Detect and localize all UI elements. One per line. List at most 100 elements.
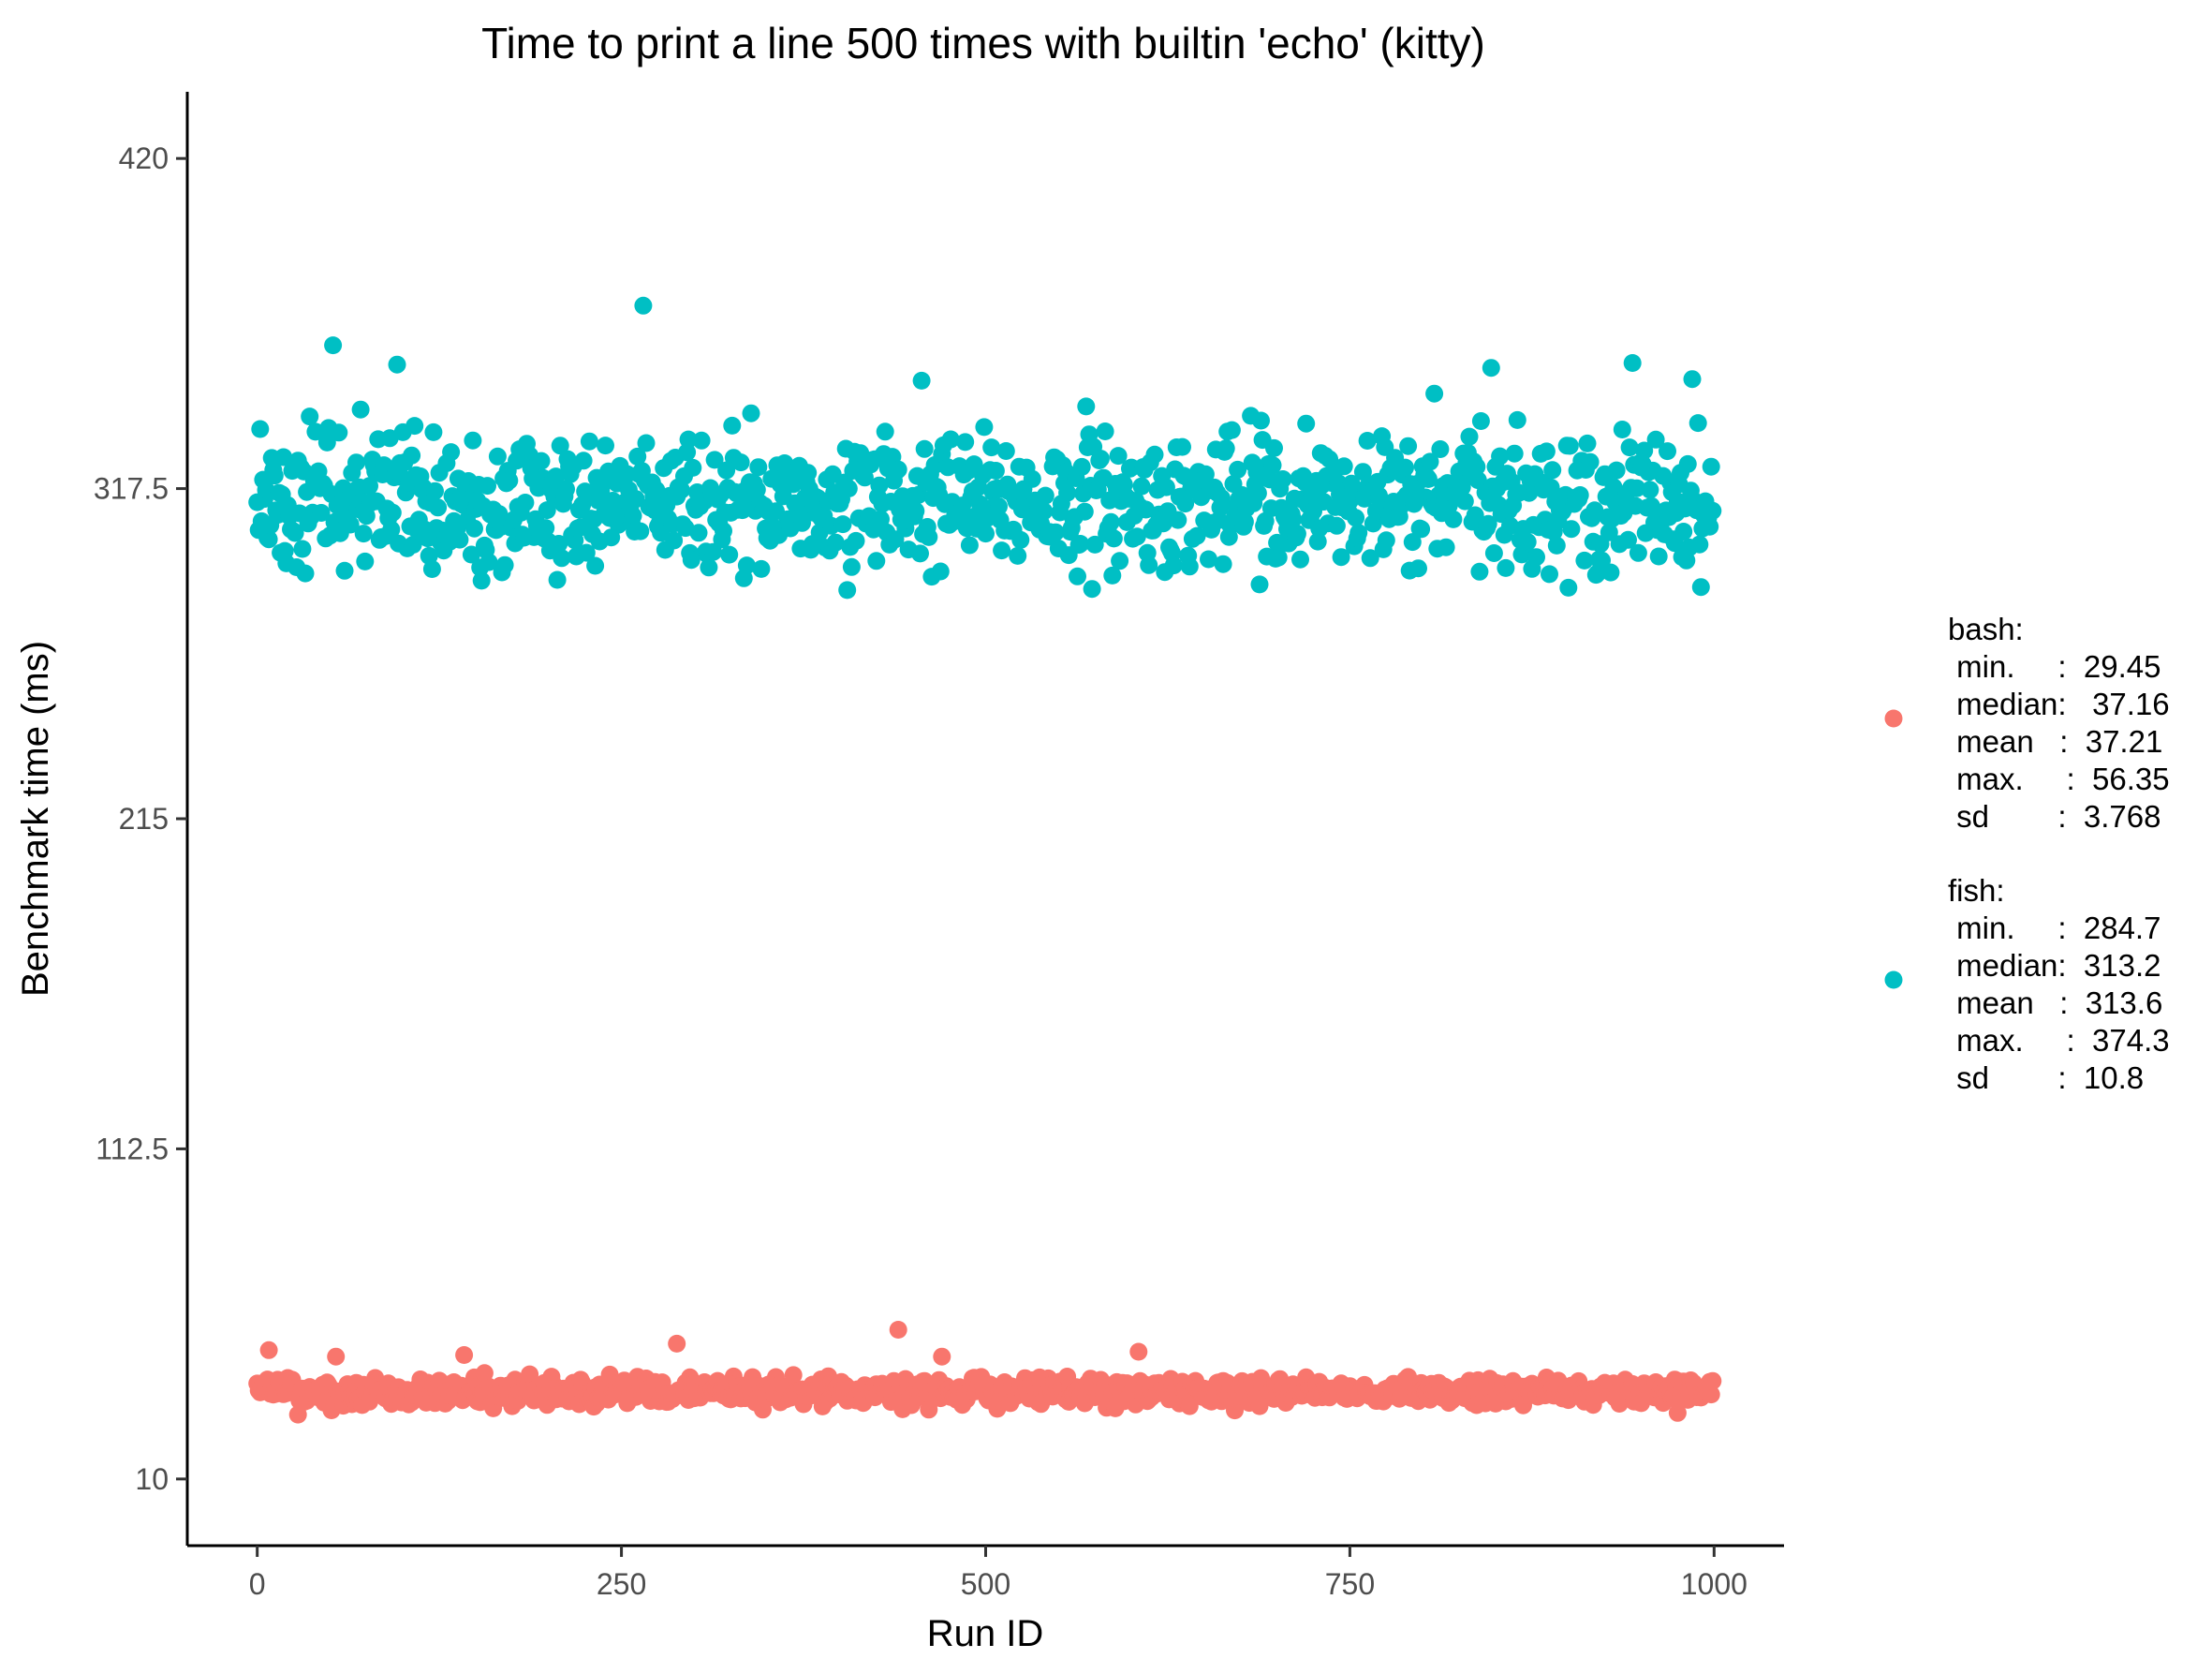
fish-point — [548, 570, 567, 589]
fish-point — [1111, 552, 1129, 570]
fish-point — [1518, 533, 1537, 551]
fish-point — [678, 443, 697, 462]
fish-point — [799, 464, 818, 482]
fish-point — [977, 525, 995, 543]
bash-point — [1180, 1397, 1199, 1415]
fish-point — [1250, 575, 1269, 594]
fish-point — [1683, 370, 1702, 389]
fish-point — [1132, 477, 1151, 496]
fish-point — [550, 535, 568, 553]
fish-point — [1248, 484, 1267, 502]
fish-point — [1361, 549, 1379, 568]
fish-point — [479, 477, 496, 496]
fish-point — [296, 564, 315, 583]
fish-point — [547, 467, 566, 486]
fish-point — [1701, 517, 1719, 536]
fish-point — [1358, 432, 1377, 450]
fish-point — [274, 448, 293, 467]
fish-point — [931, 562, 950, 581]
fish-point — [1169, 511, 1187, 529]
fish-point — [472, 571, 491, 590]
fish-point — [993, 541, 1011, 560]
y-tick-label: 112.5 — [96, 1132, 169, 1165]
fish-point — [429, 498, 448, 517]
fish-point — [684, 458, 702, 477]
fish-legend-line: sd : 10.8 — [1948, 1060, 2144, 1095]
fish-point — [1537, 442, 1556, 461]
x-tick-label: 0 — [249, 1567, 266, 1601]
fish-point — [1072, 457, 1091, 476]
fish-legend-line: fish: — [1948, 873, 2005, 908]
fish-point — [1629, 543, 1647, 562]
fish-point — [577, 543, 596, 562]
fish-point — [462, 545, 480, 564]
fish-point — [1491, 447, 1510, 466]
fish-point — [627, 490, 645, 509]
fish-point — [631, 522, 650, 541]
fish-point — [1288, 525, 1306, 543]
fish-point — [1421, 452, 1439, 471]
fish-point — [383, 503, 402, 522]
fish-point — [1075, 502, 1094, 521]
fish-point — [689, 524, 708, 542]
bash-legend-line: median: 37.16 — [1948, 687, 2170, 721]
x-axis-title: Run ID — [927, 1613, 1044, 1654]
fish-point — [1269, 548, 1288, 567]
fish-point — [330, 423, 348, 442]
fish-point — [1235, 512, 1254, 531]
fish-point — [1578, 434, 1597, 452]
fish-point — [424, 422, 443, 441]
fish-point — [720, 545, 739, 564]
fish-point — [1187, 526, 1206, 545]
fish-point — [1674, 523, 1693, 541]
fish-point — [495, 555, 514, 574]
fish-point — [982, 438, 1001, 457]
fish-point — [1479, 514, 1497, 533]
fish-legend-line: median: 313.2 — [1948, 948, 2161, 983]
fish-point — [876, 422, 894, 441]
fish-point — [960, 536, 979, 555]
fish-point — [1571, 486, 1589, 504]
fish-point — [996, 442, 1015, 460]
fish-point — [1399, 437, 1418, 455]
bash-legend-line: max. : 56.35 — [1948, 762, 2170, 796]
fish-point — [1297, 414, 1316, 433]
fish-point — [1091, 450, 1110, 468]
fish-point — [838, 581, 857, 600]
fish-point — [1058, 483, 1077, 502]
fish-point — [1613, 421, 1631, 438]
fish-point — [867, 552, 886, 570]
fish-point — [1527, 548, 1545, 567]
fish-point — [637, 434, 656, 452]
fish-point — [1628, 479, 1646, 497]
fish-point — [490, 505, 509, 524]
bash-point — [784, 1366, 803, 1385]
fish-point — [382, 520, 401, 539]
fish-point — [1691, 578, 1710, 597]
fish-point — [1619, 530, 1637, 549]
fish-point — [784, 475, 803, 494]
fish-point — [1396, 458, 1414, 477]
fish-point — [1409, 559, 1427, 578]
y-tick-label: 10 — [135, 1462, 169, 1496]
fish-point — [538, 501, 556, 520]
fish-point — [1471, 412, 1490, 430]
bash-point — [327, 1347, 346, 1366]
fish-point — [335, 561, 354, 580]
fish-point — [731, 453, 750, 472]
fish-point — [1229, 460, 1247, 479]
fish-point — [1103, 566, 1122, 585]
fish-point — [1023, 469, 1041, 488]
fish-point — [516, 494, 535, 511]
x-axis-ticks: 0 250 500 750 1000 — [249, 1546, 1747, 1601]
fish-point — [1071, 535, 1090, 553]
bash-point — [1668, 1403, 1687, 1422]
fish-point — [956, 433, 975, 452]
chart-title: Time to print a line 500 times with buil… — [481, 19, 1485, 67]
bash-point — [1703, 1371, 1722, 1390]
fish-point — [1164, 556, 1183, 575]
fish-point — [361, 477, 378, 496]
fish-point — [870, 476, 889, 495]
fish-point — [628, 447, 647, 466]
